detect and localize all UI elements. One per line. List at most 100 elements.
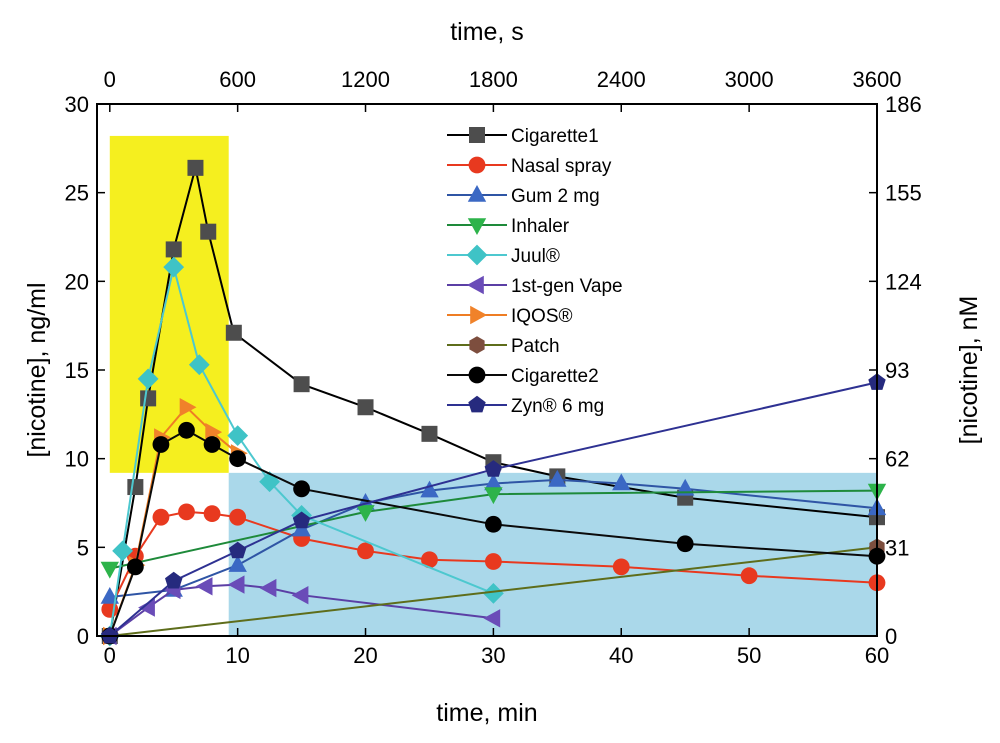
y-tick-label: 15 xyxy=(65,358,89,383)
series-cigarette2 xyxy=(101,421,886,645)
legend-label: Patch xyxy=(511,336,560,357)
right-tick-label: 186 xyxy=(885,92,922,117)
legend: Cigarette1 Nasal spray Gum 2 mg Inhaler Juul… xyxy=(447,126,623,417)
data-point xyxy=(740,567,758,585)
legend-label: Juul® xyxy=(511,246,560,267)
y-tick-label: 0 xyxy=(77,624,89,649)
legend-label: Nasal spray xyxy=(511,156,612,177)
legend-label: Gum 2 mg xyxy=(511,186,600,207)
data-point xyxy=(259,578,277,598)
data-point xyxy=(187,159,204,176)
data-point xyxy=(483,583,504,604)
data-point xyxy=(195,577,213,596)
x-tick-label: 30 xyxy=(481,643,505,668)
top-tick-label: 0 xyxy=(104,67,116,92)
right-tick-label: 62 xyxy=(885,447,909,472)
legend-marker xyxy=(470,305,487,325)
right-tick-label: 124 xyxy=(885,269,922,294)
data-point xyxy=(292,511,311,529)
legend-entry: Cigarette2 xyxy=(447,366,599,387)
data-point xyxy=(291,586,309,605)
legend-marker xyxy=(468,156,486,174)
y-axis-title: [nicotine], ng/ml xyxy=(23,282,51,457)
legend-entry: Juul® xyxy=(447,244,560,267)
legend-label: Cigarette1 xyxy=(511,126,599,147)
data-point xyxy=(165,241,182,258)
data-point xyxy=(228,541,247,559)
data-point xyxy=(293,376,310,393)
series-inhaler xyxy=(100,483,887,579)
right-tick-label: 0 xyxy=(885,624,897,649)
data-point xyxy=(484,473,503,491)
data-point xyxy=(229,508,247,526)
top-axis-title: time, s xyxy=(450,18,524,46)
legend-entry: Gum 2 mg xyxy=(447,185,600,207)
right-tick-label: 31 xyxy=(885,535,909,560)
data-point xyxy=(100,561,119,579)
data-point xyxy=(163,256,185,278)
legend-marker xyxy=(467,218,487,235)
data-point xyxy=(178,503,195,521)
data-point xyxy=(421,425,438,442)
data-series xyxy=(99,159,887,647)
top-tick-label: 1800 xyxy=(469,67,518,92)
y-tick-label: 20 xyxy=(65,269,89,294)
tick-labels: 0 10 20 30 40 50 600 600 1200 1800 2400 3000 3600051… xyxy=(65,67,922,668)
x-tick-label: 10 xyxy=(225,643,249,668)
top-tick-label: 3600 xyxy=(853,67,902,92)
data-point xyxy=(203,505,221,523)
x-tick-label: 40 xyxy=(609,643,633,668)
data-point xyxy=(200,223,217,240)
top-tick-label: 3000 xyxy=(725,67,774,92)
data-point xyxy=(484,553,502,570)
data-point xyxy=(165,571,183,589)
legend-marker xyxy=(468,395,486,413)
legend-label: Inhaler xyxy=(511,216,570,237)
legend-entry: Zyn® 6 mg xyxy=(447,395,604,417)
legend-label: Cigarette2 xyxy=(511,366,599,387)
data-point xyxy=(676,535,694,553)
data-point xyxy=(178,421,195,439)
data-point xyxy=(484,515,502,533)
legend-marker xyxy=(467,275,484,295)
top-tick-label: 2400 xyxy=(597,67,646,92)
data-point xyxy=(612,558,630,576)
data-point xyxy=(138,598,155,617)
y-tick-label: 10 xyxy=(65,447,89,472)
data-point xyxy=(152,508,170,526)
data-point xyxy=(152,436,170,453)
series-line xyxy=(109,546,878,637)
series-juul- xyxy=(99,256,504,647)
legend-label: Zyn® 6 mg xyxy=(511,396,604,417)
legend-entry: Patch xyxy=(447,336,560,357)
top-tick-label: 600 xyxy=(219,67,256,92)
data-point xyxy=(188,354,210,376)
data-point xyxy=(137,368,159,390)
legend-label: 1st-gen Vape xyxy=(511,276,623,297)
data-point xyxy=(140,390,157,407)
yellow-region xyxy=(109,135,229,473)
right-tick-label: 93 xyxy=(885,358,909,383)
data-point xyxy=(203,436,221,453)
data-point xyxy=(227,425,249,446)
data-point xyxy=(357,399,374,416)
data-point xyxy=(225,324,242,341)
legend-marker xyxy=(468,366,486,384)
x-tick-label: 20 xyxy=(353,643,377,668)
data-point xyxy=(483,609,501,628)
legend-marker xyxy=(469,127,485,143)
legend-entry: IQOS® xyxy=(447,305,573,327)
legend-marker xyxy=(467,185,487,202)
data-point xyxy=(126,558,144,576)
series-line xyxy=(109,381,878,637)
series-line xyxy=(108,429,878,637)
data-point xyxy=(484,487,503,505)
data-point xyxy=(227,575,245,594)
data-point xyxy=(229,450,247,468)
x-tick-label: 50 xyxy=(737,643,761,668)
data-point xyxy=(420,480,439,498)
data-point xyxy=(548,469,567,487)
legend-label: IQOS® xyxy=(511,306,573,327)
data-point xyxy=(179,398,197,417)
